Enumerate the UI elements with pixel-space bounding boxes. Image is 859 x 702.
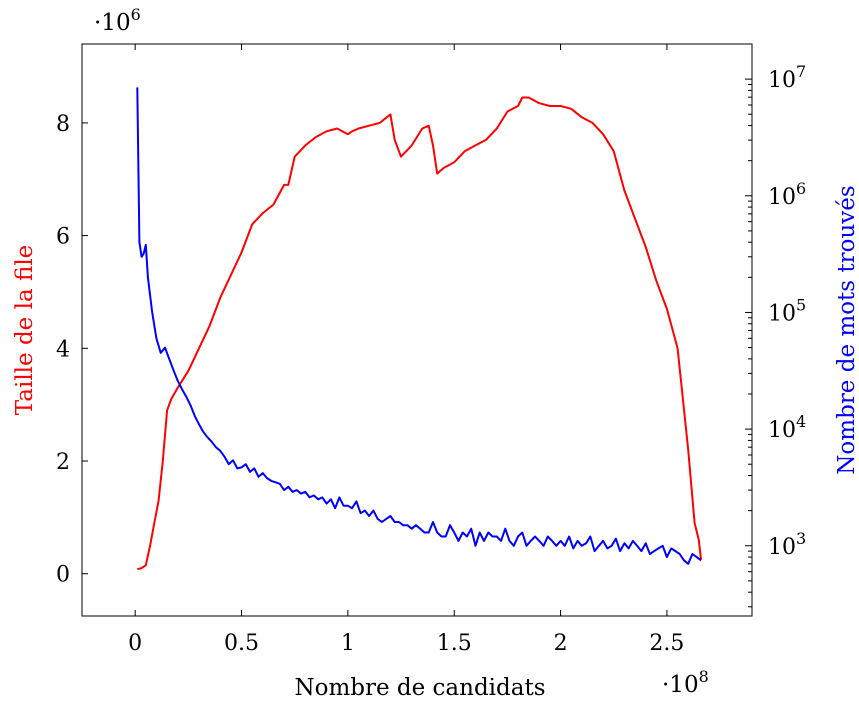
svg-text:·106: ·106 — [94, 5, 141, 36]
y-right-tick-label: 107 — [768, 62, 806, 93]
y-left-tick-label: 6 — [56, 225, 70, 250]
y-right-axis-label: Nombre de mots trouvés — [834, 185, 859, 474]
x-tick-label: 2 — [554, 631, 568, 656]
y-right-tick-label: 104 — [768, 412, 806, 443]
y-right-tick-label: 106 — [768, 179, 806, 210]
y-right-tick-label: 105 — [768, 295, 806, 326]
series-line-nombre-de-mots — [136, 87, 702, 565]
y-left-multiplier: ·106 — [94, 5, 141, 36]
x-tick-label: 2.5 — [649, 631, 684, 656]
x-multiplier: ·108 — [662, 667, 709, 698]
x-tick-label: 0 — [128, 631, 142, 656]
axis-ticks: 0 0.5 1 1.5 2 2.5 0 2 4 6 8 103 104 105 106 107 — [56, 43, 806, 656]
series-nombre-de-mots — [136, 87, 702, 565]
series-taille-de-la-file — [137, 96, 702, 571]
x-tick-label: 1.5 — [437, 631, 472, 656]
x-axis-label: Nombre de candidats — [294, 675, 545, 701]
series-line-taille-de-la-file — [137, 96, 702, 571]
x-tick-label: 0.5 — [224, 631, 259, 656]
y-left-axis-label: Taille de la file — [12, 245, 38, 416]
svg-text:·108: ·108 — [662, 667, 709, 698]
plot-frame — [81, 43, 753, 617]
y-right-tick-label: 103 — [768, 529, 806, 560]
y-left-tick-label: 0 — [56, 563, 70, 588]
y-left-tick-label: 2 — [56, 450, 70, 475]
y-left-tick-label: 4 — [56, 337, 70, 362]
y-left-tick-label: 8 — [56, 112, 70, 137]
x-tick-label: 1 — [341, 631, 355, 656]
